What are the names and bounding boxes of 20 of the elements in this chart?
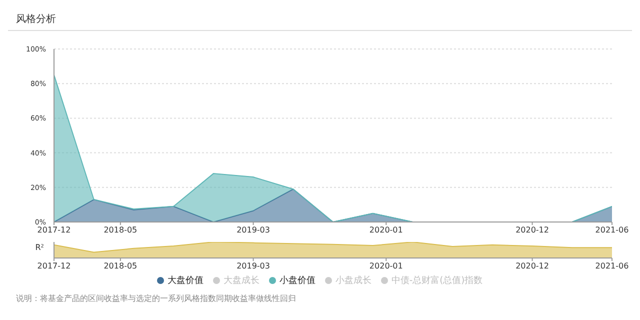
x-tick-label: 2017-12: [37, 262, 71, 271]
x-tick-label: 2017-12: [37, 226, 71, 235]
x-tick-label: 2019-03: [236, 262, 270, 271]
x-tick-label: 2018-05: [104, 226, 138, 235]
legend-label: 大盘成长: [222, 274, 260, 287]
x-tick-label: 2020-12: [516, 226, 550, 235]
legend-label: 小盘成长: [334, 274, 372, 287]
legend-label: 大盘价值: [166, 274, 204, 287]
legend-label: 小盘价值: [278, 274, 316, 287]
x-tick-label: 2020-01: [369, 262, 403, 271]
x-tick-label: 2021-06: [595, 226, 629, 235]
y-axis-title: R²: [35, 243, 44, 252]
text: 说明：将基金产品的区间收益率与选定的一系列风格指数同期收益率做线性回归: [15, 293, 297, 305]
x-tick-label: 2019-03: [236, 226, 270, 235]
x-tick-label: 2021-06: [595, 262, 629, 271]
chart-title: 风格分析: [8, 8, 632, 31]
x-tick-label: 2018-05: [104, 262, 138, 271]
x-tick-label: 2020-12: [516, 262, 550, 271]
x-tick-label: 2020-01: [369, 226, 403, 235]
legend-label: 中债-总财富(总值)指数: [390, 274, 483, 287]
